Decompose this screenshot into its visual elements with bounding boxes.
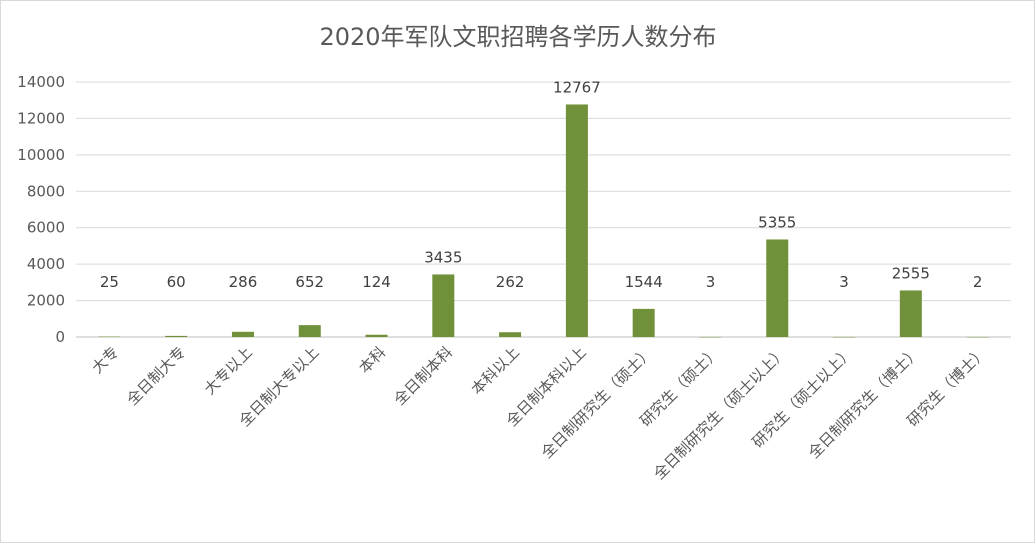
bar bbox=[899, 290, 922, 337]
x-tick-label: 全日制研究生（博士） bbox=[805, 343, 924, 462]
y-tick-label: 6000 bbox=[27, 219, 65, 237]
y-tick-label: 2000 bbox=[27, 292, 65, 310]
bar bbox=[833, 336, 856, 338]
x-tick-label: 本科以上 bbox=[468, 343, 523, 398]
bar bbox=[432, 274, 455, 337]
data-label: 5355 bbox=[758, 213, 796, 231]
data-label: 1544 bbox=[625, 273, 663, 291]
x-tick-label: 大专以上 bbox=[201, 343, 256, 398]
bar bbox=[499, 332, 522, 337]
data-label: 12767 bbox=[553, 78, 601, 96]
data-label: 3435 bbox=[424, 248, 462, 266]
y-tick-label: 8000 bbox=[27, 182, 65, 200]
y-axis: 0 2000 4000 6000 8000 10000 12000 14000 bbox=[17, 73, 65, 346]
data-label: 60 bbox=[167, 273, 186, 291]
bar bbox=[231, 331, 254, 337]
y-tick-label: 4000 bbox=[27, 255, 65, 273]
x-tick-label: 全日制大专 bbox=[123, 343, 189, 409]
data-label: 2555 bbox=[892, 264, 930, 282]
y-tick-label: 14000 bbox=[17, 73, 65, 91]
bar bbox=[165, 335, 188, 337]
x-tick-label: 大专 bbox=[88, 343, 122, 377]
data-label: 3 bbox=[706, 273, 716, 291]
data-label: 2 bbox=[973, 273, 983, 291]
y-tick-label: 10000 bbox=[17, 146, 65, 164]
data-label: 25 bbox=[100, 273, 119, 291]
data-label: 652 bbox=[295, 273, 324, 291]
bar bbox=[98, 336, 121, 338]
x-tick-label: 全日制研究生（硕士以上） bbox=[650, 343, 790, 483]
chart-title: 2020年军队文职招聘各学历人数分布 bbox=[319, 23, 716, 51]
x-tick-label: 全日制研究生（硕士） bbox=[538, 343, 657, 462]
y-tick-label: 0 bbox=[55, 328, 65, 346]
bar bbox=[365, 334, 388, 337]
bar bbox=[632, 308, 655, 337]
data-label: 262 bbox=[496, 273, 525, 291]
gridlines bbox=[76, 81, 1011, 338]
bar bbox=[699, 336, 722, 338]
data-label: 124 bbox=[362, 273, 391, 291]
x-tick-label: 全日制本科 bbox=[390, 343, 456, 409]
bar bbox=[966, 336, 989, 338]
bar bbox=[565, 104, 588, 337]
bar bbox=[766, 239, 789, 337]
bars: 25 60 286 652 124 3435 262 12767 1544 3 5355 3 2555 2 bbox=[98, 78, 989, 338]
bar bbox=[298, 325, 321, 337]
x-tick-label: 本科 bbox=[355, 343, 389, 377]
data-label: 3 bbox=[839, 273, 849, 291]
data-label: 286 bbox=[229, 273, 258, 291]
y-tick-label: 12000 bbox=[17, 109, 65, 127]
